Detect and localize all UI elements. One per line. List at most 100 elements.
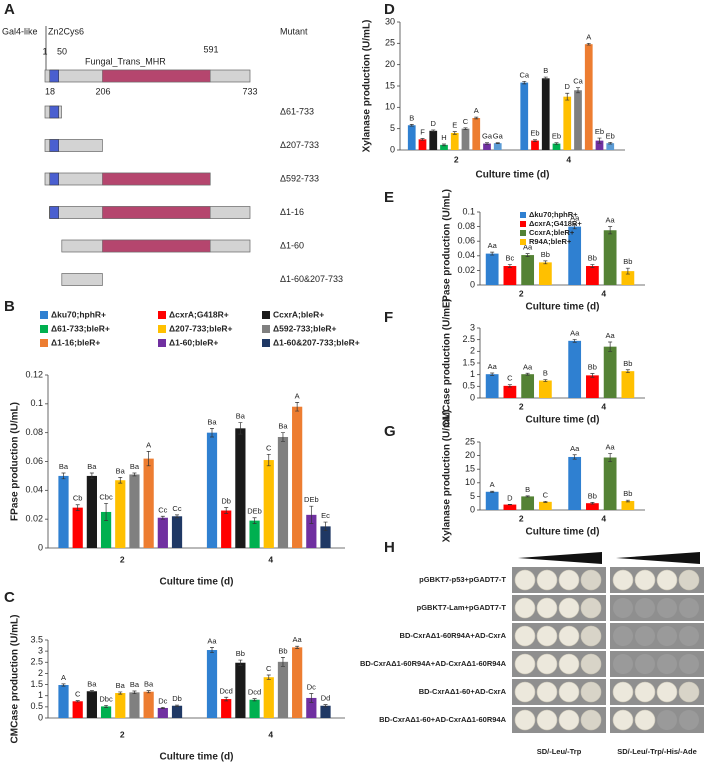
- error-bar: [295, 402, 300, 412]
- bar: [143, 691, 154, 718]
- legend-swatch: [262, 339, 270, 347]
- error-bar: [409, 124, 414, 127]
- legend-label: R94A;bleR+: [529, 237, 572, 246]
- colony-spot: [558, 625, 580, 647]
- bar: [621, 501, 635, 510]
- colony-spot: [558, 597, 580, 619]
- bar: [263, 460, 274, 548]
- bar: [440, 144, 448, 150]
- colony-spot: [580, 569, 602, 591]
- colony-spot: [514, 597, 536, 619]
- y-tick-label: 0.1: [30, 398, 43, 408]
- mhr-domain: [102, 69, 211, 83]
- legend-label: ΔcxrA;G418R+: [529, 219, 582, 228]
- colony-spot: [580, 597, 602, 619]
- error-bar: [597, 137, 602, 144]
- y-tick-label: 3: [470, 322, 475, 332]
- error-bar: [608, 141, 613, 145]
- colony-spot: [514, 625, 536, 647]
- bar: [100, 511, 112, 548]
- y-tick-label: 0.02: [457, 265, 475, 275]
- error-bar: [625, 267, 630, 275]
- significance-letter: A: [146, 440, 151, 449]
- error-bar: [543, 379, 548, 382]
- colony-spot: [514, 709, 536, 731]
- significance-letter: Bb: [588, 254, 597, 263]
- y-tick-label: 0.12: [25, 369, 43, 379]
- bar: [568, 340, 582, 398]
- error-bar: [89, 690, 94, 693]
- significance-letter: Aa: [606, 331, 616, 340]
- bar: [603, 346, 617, 398]
- error-bar: [484, 142, 489, 145]
- legend-swatch: [40, 325, 48, 333]
- mutant-label: Δ1-16: [280, 207, 304, 217]
- bar: [115, 693, 126, 718]
- colony-spot: [536, 597, 558, 619]
- significance-letter: Bb: [278, 646, 287, 655]
- significance-letter: Ec: [321, 511, 330, 520]
- bar: [221, 699, 232, 718]
- y-axis-title: CMCase production (U/mL): [442, 299, 453, 428]
- significance-letter: B: [525, 485, 530, 494]
- significance-letter: B: [409, 113, 414, 122]
- protein-bar: [61, 273, 103, 286]
- y-tick-label: 15: [385, 80, 395, 90]
- error-bar: [238, 422, 243, 435]
- error-bar: [608, 226, 613, 235]
- significance-letter: Dc: [307, 682, 316, 691]
- y-axis-title: CMCase production (U/mL): [10, 615, 21, 744]
- significance-letter: Bb: [623, 257, 632, 266]
- significance-letter: Ba: [116, 466, 126, 475]
- error-bar: [323, 704, 328, 708]
- zn-domain: [49, 69, 59, 83]
- bar: [429, 130, 438, 150]
- bar: [206, 432, 218, 548]
- x-tick-label: 4: [268, 729, 273, 739]
- significance-letter: Db: [221, 497, 231, 506]
- significance-letter: Aa: [207, 636, 217, 645]
- bar: [538, 262, 552, 285]
- significance-letter: H: [441, 133, 446, 142]
- legend-swatch: [262, 311, 270, 319]
- significance-letter: Aa: [570, 213, 580, 222]
- domain-label: Gal4-like: [2, 26, 38, 36]
- error-bar: [507, 264, 512, 268]
- bar: [157, 707, 168, 718]
- legend-label: Δku70;hphR+: [529, 210, 578, 219]
- y-tick-label: 1.5: [30, 679, 43, 689]
- y-tick-label: 15: [465, 464, 475, 474]
- y-tick-label: 3: [38, 646, 43, 656]
- bar: [263, 677, 274, 718]
- y-tick-label: 25: [385, 38, 395, 48]
- column-header: Mutant: [280, 26, 308, 36]
- bar: [306, 697, 317, 718]
- y-tick-label: 20: [385, 59, 395, 69]
- significance-letter: Aa: [570, 444, 580, 453]
- zn-domain: [49, 206, 59, 219]
- significance-letter: Bb: [623, 489, 632, 498]
- bar: [157, 517, 168, 548]
- error-bar: [543, 76, 548, 80]
- significance-letter: Bb: [623, 359, 632, 368]
- x-tick-label: 4: [566, 154, 571, 164]
- colony-spot: [612, 709, 634, 731]
- significance-letter: Bb: [236, 649, 245, 658]
- colony-spot: [558, 709, 580, 731]
- colony-spot: [635, 626, 655, 646]
- error-bar: [525, 372, 530, 376]
- dilution-wedge: [518, 552, 602, 564]
- significance-letter: Ba: [59, 462, 69, 471]
- error-bar: [118, 477, 123, 484]
- bar: [277, 436, 289, 548]
- bar: [407, 125, 416, 150]
- error-bar: [75, 504, 80, 511]
- position: 206: [95, 86, 110, 96]
- legend-label: Δ1-60;bleR+: [169, 337, 218, 347]
- bar: [485, 374, 499, 398]
- panel-label: C: [4, 589, 15, 606]
- error-bar: [104, 502, 109, 521]
- x-tick-label: 2: [519, 401, 524, 411]
- domain-label: Zn2Cys6: [48, 26, 84, 36]
